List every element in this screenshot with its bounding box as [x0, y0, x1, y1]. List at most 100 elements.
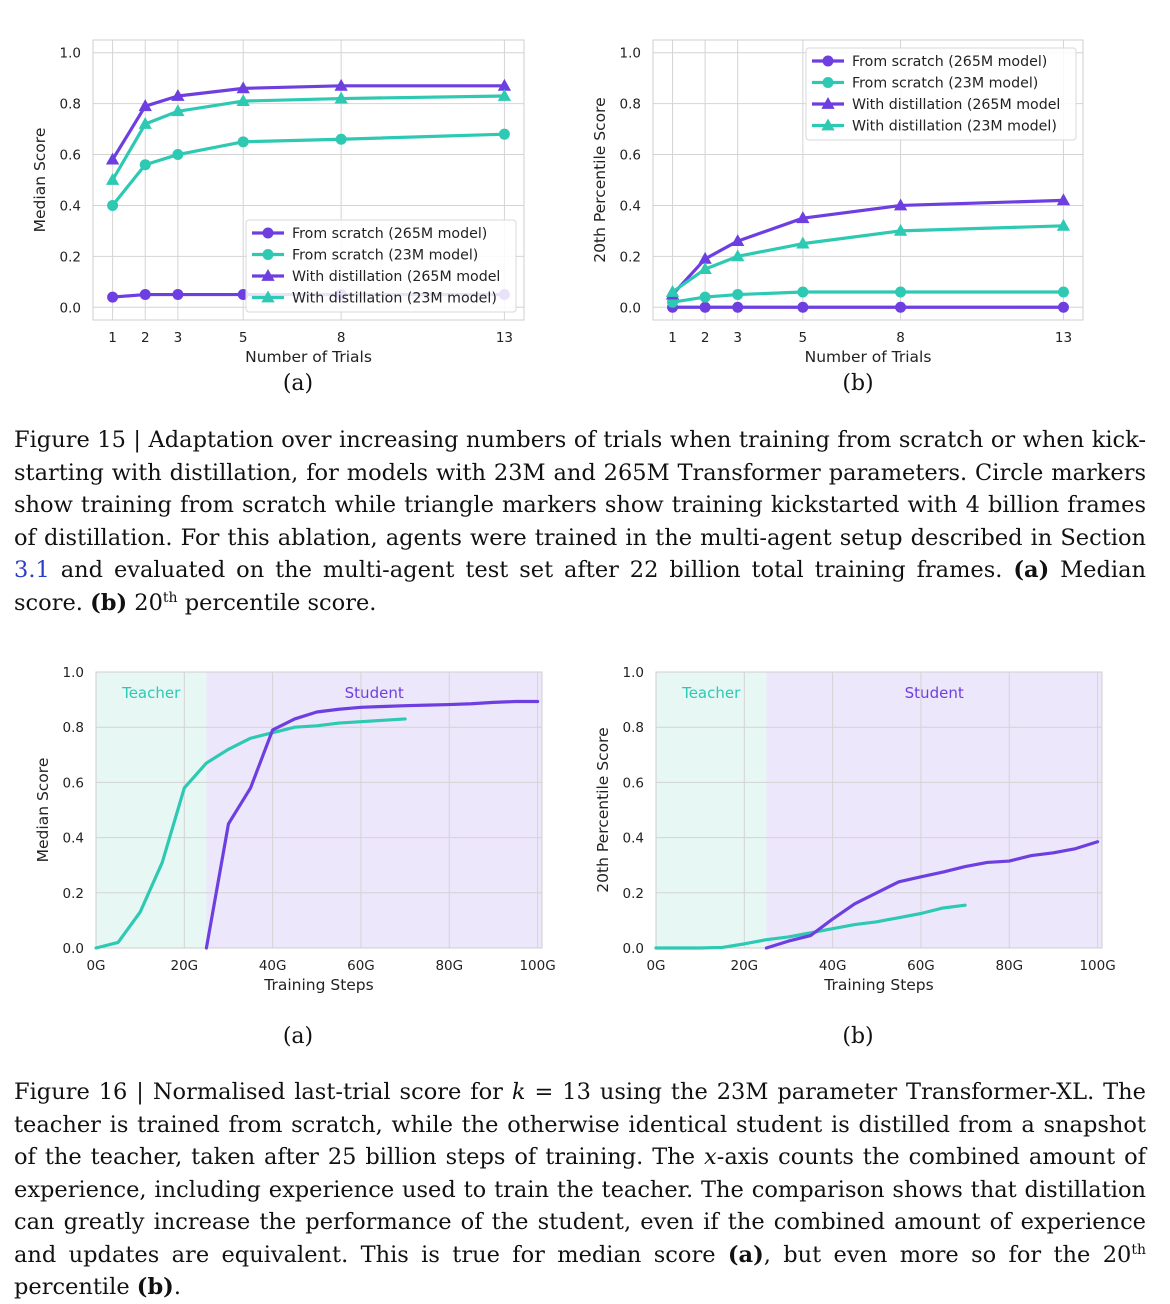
y-tick-label: 0.8: [60, 97, 81, 113]
data-point-triangle: [138, 117, 152, 129]
figure15-text2: and evaluated on the multi-agent test se…: [49, 557, 1014, 583]
data-point-triangle: [1056, 193, 1071, 206]
region-teacher: [96, 672, 207, 948]
legend-marker-circle: [822, 77, 834, 88]
x-tick-label: 3: [733, 330, 742, 346]
data-point-triangle: [334, 91, 348, 104]
x-tick-label: 8: [337, 330, 346, 346]
fig15-panel-a-label: (a): [282, 371, 314, 396]
x-axis-label: Training Steps: [823, 976, 933, 994]
x-tick-label: 40G: [819, 958, 847, 974]
figure16-caption: Figure 16 | Normalised last-trial score …: [14, 1076, 1146, 1304]
x-tick-label: 13: [496, 330, 513, 346]
data-point-circle: [172, 149, 184, 161]
figure16-p5: percentile: [14, 1274, 137, 1300]
data-point-circle: [1057, 286, 1069, 298]
x-tick-label: 5: [799, 330, 808, 346]
y-tick-label: 0.0: [63, 941, 84, 957]
plot-frame: [95, 671, 543, 949]
y-tick-label: 0.2: [63, 886, 84, 902]
data-point-triangle: [893, 198, 908, 211]
y-tick-label: 0.8: [620, 97, 641, 113]
data-point-triangle: [236, 81, 250, 94]
data-point-circle: [335, 133, 347, 145]
region-label-teacher: Teacher: [681, 684, 741, 702]
figure15-b-sup: th: [162, 589, 178, 606]
data-point-triangle: [171, 89, 185, 101]
region-teacher: [656, 672, 767, 948]
data-point-circle: [498, 128, 510, 140]
x-axis-label: Number of Trials: [805, 348, 932, 366]
x-tick-label: 20G: [730, 958, 758, 974]
legend-marker-triangle: [821, 118, 835, 131]
region-student: [766, 672, 1102, 948]
fig15-panel-b-label: (b): [842, 371, 874, 396]
data-point-circle: [139, 159, 151, 171]
x-tick-label: 3: [174, 330, 183, 346]
data-point-circle: [172, 289, 184, 301]
y-tick-label: 0.6: [60, 148, 81, 164]
fig16b-chart: Teacher Student 0.0 0.2 0.4 0.6 0.8 1.0 0G 20G 40G…: [594, 665, 1116, 994]
data-point-triangle: [105, 173, 120, 185]
y-tick-label: 1.0: [63, 665, 84, 681]
plot-frame: [652, 39, 1084, 321]
legend-label: With distillation (265M model: [292, 269, 500, 285]
figure15-sep: |: [125, 427, 149, 453]
y-axis-label: Median Score: [34, 758, 52, 863]
data-point-triangle: [665, 285, 680, 297]
legend-marker-triangle: [261, 290, 275, 303]
legend-marker-circle: [262, 227, 274, 239]
fig16-panel-b-label: (b): [842, 1024, 874, 1049]
y-tick-label: 0.4: [63, 831, 84, 847]
y-tick-label: 0.6: [620, 148, 641, 164]
x-tick-label: 8: [896, 330, 905, 346]
data-point-triangle: [105, 152, 120, 165]
y-tick-label: 0.8: [63, 720, 84, 736]
y-tick-label: 1.0: [60, 46, 81, 62]
region-label-student: Student: [345, 684, 404, 702]
data-point-triangle: [138, 99, 152, 112]
x-tick-label: 60G: [907, 958, 935, 974]
legend-box: [245, 219, 517, 313]
x-tick-label: 100G: [1079, 958, 1115, 974]
y-tick-label: 0.4: [620, 198, 641, 214]
section-ref-link[interactable]: 3.1: [14, 557, 50, 583]
x-axis-label: Number of Trials: [245, 348, 372, 366]
y-axis-label: 20th Percentile Score: [591, 97, 609, 262]
series-line-1: [670, 290, 1066, 304]
legend-label: With distillation (265M model: [852, 97, 1060, 113]
legend-label: From scratch (265M model): [292, 226, 487, 242]
series-line-2: [110, 84, 507, 162]
data-point-circle: [797, 286, 809, 298]
data-point-circle: [895, 286, 907, 298]
fig16-panel-a-label: (a): [282, 1024, 314, 1049]
data-point-triangle: [236, 94, 250, 106]
x-tick-label: 0G: [646, 958, 665, 974]
y-tick-label: 0.2: [60, 249, 81, 265]
figure15-caption: Figure 15 | Adaptation over increasing n…: [14, 424, 1146, 619]
figure16-p1: Figure 16 | Normalised last-trial score …: [14, 1079, 512, 1105]
series-line-0: [654, 903, 967, 950]
y-tick-label: 0.0: [60, 300, 81, 316]
x-tick-label: 40G: [259, 958, 287, 974]
figure16-p4: , but even more so for the 20: [763, 1241, 1132, 1268]
y-tick-label: 0.2: [620, 249, 641, 265]
x-tick-label: 80G: [995, 958, 1023, 974]
legend-label: With distillation (23M model): [292, 291, 497, 307]
x-tick-label: 13: [1055, 330, 1072, 346]
legend-label: With distillation (23M model): [852, 119, 1057, 135]
data-point-triangle: [171, 104, 185, 117]
fig15a-chart: 0.0 0.2 0.4 0.6 0.8 1.0 1 2 3 5 8 13 Number of Trial…: [31, 39, 525, 366]
data-point-circle: [895, 301, 907, 313]
legend-label: From scratch (23M model): [852, 76, 1038, 92]
x-tick-label: 60G: [347, 958, 375, 974]
figure16-p2: = 13 using the 23M parameter Transformer…: [14, 1079, 1146, 1170]
y-tick-label: 1.0: [623, 665, 644, 681]
data-point-triangle: [731, 234, 745, 246]
figure15-text: Adaptation over increasing numbers of tr…: [14, 427, 1146, 551]
series-line-1: [204, 699, 540, 950]
plot-frame: [92, 39, 525, 321]
series-line-2: [670, 198, 1066, 297]
region-student: [206, 672, 542, 948]
x-tick-label: 1: [668, 330, 677, 346]
